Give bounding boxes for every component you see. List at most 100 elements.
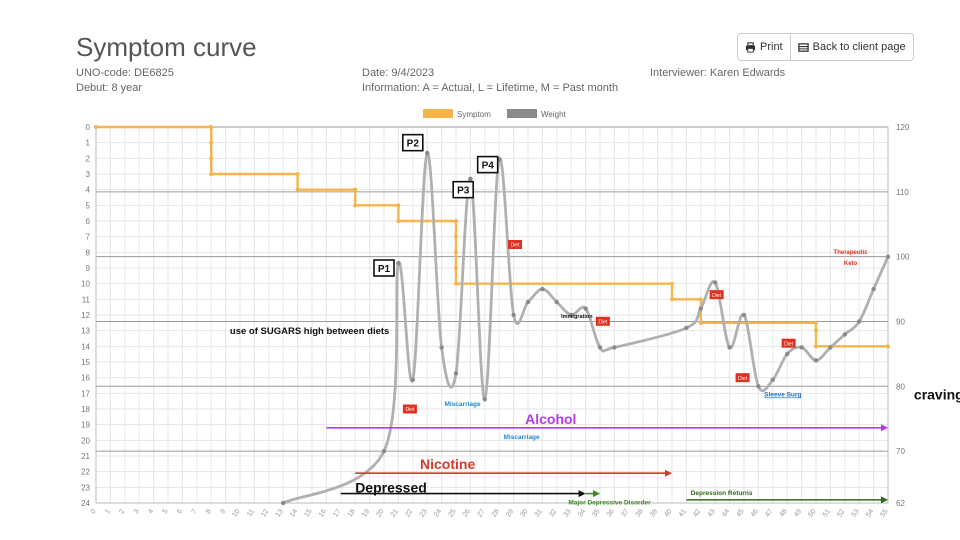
annotation: Keto	[844, 261, 858, 267]
y-tick-label-left: 5	[86, 201, 91, 210]
symptom-point	[295, 187, 300, 192]
weight-point	[770, 377, 775, 383]
x-tick-label: 40	[663, 508, 673, 518]
x-tick-label: 37	[620, 508, 630, 518]
y-tick-label-left: 16	[81, 374, 90, 383]
event-tag-label: Diet	[712, 293, 722, 299]
x-tick-label: 6	[176, 508, 184, 515]
symptom-point	[209, 172, 214, 176]
event-tag	[735, 373, 750, 383]
x-tick-label: 49	[793, 508, 803, 518]
timeline-arrowhead	[665, 469, 672, 477]
y-tick-label-left: 2	[86, 154, 91, 163]
timeline-arrowhead	[578, 490, 586, 498]
y-tick-label-left: 18	[81, 405, 90, 414]
weight-point	[799, 345, 804, 350]
x-tick-label: 44	[721, 508, 731, 518]
x-tick-label: 7	[190, 508, 198, 515]
interviewer-info: Interviewer: Karen Edwards	[650, 66, 785, 81]
weight-point	[468, 176, 473, 182]
print-label: Print	[760, 41, 783, 53]
weight-point	[511, 312, 516, 318]
y-tick-label-left: 10	[81, 280, 90, 289]
x-tick-label: 8	[205, 508, 213, 515]
symptom-point	[814, 344, 818, 349]
weight-point	[885, 254, 891, 259]
timeline-arrowhead	[881, 496, 888, 504]
y-tick-label-left: 9	[86, 264, 91, 273]
back-label: Back to client page	[812, 41, 906, 53]
x-tick-label: 30	[519, 508, 529, 518]
event-tag	[402, 404, 417, 414]
x-tick-label: 0	[90, 508, 98, 515]
symptom-point	[454, 266, 458, 270]
symptom-point	[454, 281, 458, 286]
annotation-sugars: use of SUGARS high between diets	[230, 326, 389, 337]
x-tick-label: 19	[361, 508, 371, 518]
symptom-point	[814, 320, 818, 325]
peak-label: P2	[407, 139, 420, 150]
x-tick-label: 51	[822, 508, 832, 518]
x-tick-label: 14	[289, 508, 299, 518]
table-icon	[797, 42, 809, 52]
symptom-point	[454, 250, 458, 255]
x-tick-label: 24	[433, 508, 443, 518]
symptom-point	[670, 281, 674, 286]
weight-point	[785, 351, 790, 357]
weight-point	[741, 312, 747, 318]
event-tag-label: Diet	[405, 407, 415, 413]
weight-point	[525, 299, 531, 305]
y-tick-label-left: 15	[81, 358, 90, 367]
symptom-point	[353, 203, 358, 208]
y-tick-label-left: 23	[81, 483, 90, 492]
weight-point	[597, 345, 603, 350]
x-tick-label: 3	[133, 508, 141, 515]
x-tick-label: 17	[332, 508, 342, 518]
event-tag	[595, 316, 610, 326]
weight-point	[569, 312, 574, 318]
x-tick-label: 43	[707, 508, 717, 518]
x-tick-label: 26	[462, 508, 472, 518]
event-tag-label: Diet	[738, 376, 748, 382]
symptom-point	[209, 156, 214, 161]
x-tick-label: 53	[851, 508, 861, 518]
back-to-client-button[interactable]: Back to client page	[789, 34, 913, 60]
x-tick-label: 55	[879, 508, 889, 518]
x-tick-label: 32	[548, 508, 558, 518]
weight-point	[698, 306, 703, 311]
peak-label: P3	[457, 186, 470, 197]
x-tick-label: 27	[476, 508, 486, 518]
event-tag-label: Diet	[511, 243, 521, 249]
annotation: Immigration	[561, 314, 593, 320]
weight-point	[857, 319, 862, 324]
symptom-point	[396, 219, 401, 223]
timeline-label: Depressed	[355, 480, 427, 496]
y-tick-label-left: 19	[81, 421, 90, 430]
x-tick-label: 33	[563, 508, 573, 518]
annotation: Miscarriage	[504, 434, 541, 441]
symptom-point	[698, 297, 703, 302]
toolbar: Print Back to client page	[737, 33, 914, 61]
symptom-point	[814, 328, 818, 333]
peak-label-box	[476, 155, 499, 174]
legend-label: Weight	[541, 110, 567, 119]
timeline-label: Nicotine	[420, 456, 475, 472]
weight-point	[540, 286, 545, 292]
x-tick-label: 23	[419, 508, 429, 518]
symptom-line	[96, 125, 888, 348]
symptom-point	[396, 203, 401, 208]
symptom-point	[454, 219, 458, 223]
weight-point	[453, 371, 459, 376]
print-button[interactable]: Print	[738, 34, 790, 60]
weight-point	[482, 397, 487, 402]
x-tick-label: 41	[678, 508, 688, 518]
x-tick-label: 42	[692, 508, 702, 518]
y-tick-label-right: 120	[896, 123, 910, 132]
x-tick-label: 12	[260, 508, 270, 518]
peak-label-box	[452, 180, 475, 199]
y-tick-label-left: 7	[86, 233, 91, 242]
event-tag	[508, 240, 523, 249]
x-tick-label: 48	[779, 508, 789, 518]
x-tick-label: 5	[162, 508, 170, 515]
